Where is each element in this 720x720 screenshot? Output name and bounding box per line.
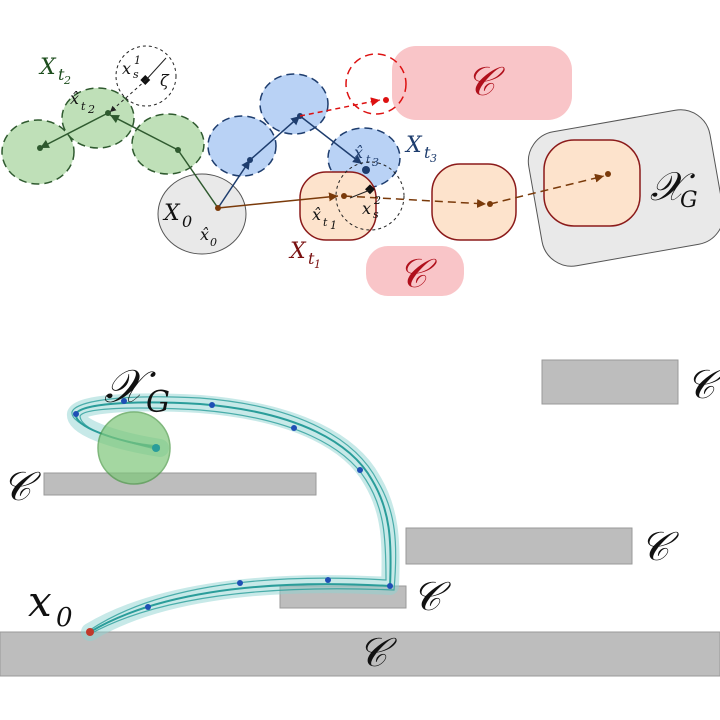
sample-edge-1 — [109, 79, 147, 113]
start-label-bottom-sub: 0 — [56, 603, 73, 633]
sample-edge-2 — [349, 189, 371, 199]
orange-set-label: X — [288, 239, 307, 264]
zeta-label: ζ — [160, 71, 170, 90]
orange-set-label-sub: t — [308, 249, 315, 268]
sample-label-2-sub: s — [373, 208, 379, 221]
obstacle-label-step: 𝒞 — [412, 574, 451, 620]
start-label-bottom: x — [28, 577, 52, 626]
blue-edge-1 — [217, 159, 251, 209]
start-point-bottom — [86, 628, 94, 636]
blue-set-label-sub: t — [424, 143, 431, 162]
top-diagram: 𝒞 𝒞 𝒳 G X 0 x̂ 0 x 1 s ζ X t 2 x — [1, 45, 720, 297]
green-set-label: X — [38, 55, 57, 80]
waypoint-7 — [209, 402, 215, 408]
blue-edge-2 — [249, 115, 301, 161]
rejected-node — [383, 97, 389, 103]
waypoint-9 — [73, 411, 79, 417]
start-set-label: X — [162, 201, 181, 226]
start-point-label-sub: 0 — [210, 236, 217, 249]
sample-label-1-sup: 1 — [134, 54, 141, 67]
green-set-label-sub: t — [58, 65, 65, 84]
obstacle-mid-right — [405, 527, 633, 565]
sample-label-1-sub: s — [133, 68, 139, 81]
blue-point-label-subsub: 3 — [372, 156, 379, 169]
start-point-label: x̂ — [200, 225, 209, 244]
sample-label-2-sup: 2 — [373, 194, 381, 207]
orange-edge-3 — [489, 173, 605, 205]
green-node-1 — [175, 147, 181, 153]
orange-node-1 — [341, 193, 347, 199]
obstacle-floor — [0, 631, 720, 677]
orange-set-2 — [431, 163, 517, 241]
trajectory-path-2 — [79, 407, 387, 631]
goal-label-bottom-sub: G — [146, 385, 170, 420]
goal-label-sub: G — [680, 188, 698, 213]
blue-set-label: X — [404, 133, 423, 158]
green-edge-3 — [39, 112, 109, 149]
orange-point-label: x̂ — [312, 205, 321, 224]
waypoint-8 — [121, 398, 127, 404]
sample-ball-1 — [115, 45, 177, 107]
sample-ball-2 — [335, 161, 405, 231]
sample-label-1: x — [122, 59, 131, 78]
orange-point-label-subsub: 1 — [330, 219, 337, 232]
sample-point-2 — [365, 184, 375, 195]
bottom-diagram: 𝒞 𝒞 𝒞 𝒞 𝒞 𝒳 G x 0 — [0, 359, 720, 677]
green-edge-2 — [109, 114, 179, 151]
start-region — [157, 173, 247, 255]
obstacle-label-mid-right: 𝒞 — [640, 524, 679, 570]
goal-point — [152, 444, 160, 452]
waypoint-3 — [325, 577, 331, 583]
green-point-label-sub: t — [81, 100, 86, 113]
orange-edge-1 — [217, 192, 339, 209]
green-point-label-subsub: 2 — [87, 103, 95, 116]
trajectory-path-3 — [71, 396, 397, 635]
obstacle-top-right — [541, 359, 679, 405]
waypoint-4 — [387, 583, 393, 589]
zeta-radius — [145, 57, 167, 81]
waypoint-2 — [237, 580, 243, 586]
rejected-set — [345, 53, 407, 115]
blue-node-3 — [362, 166, 370, 174]
obstacle-label-left: 𝒞 — [2, 464, 41, 510]
green-set-1 — [1, 119, 75, 185]
orange-set-3 — [543, 139, 641, 227]
orange-edge-2 — [343, 195, 487, 208]
sample-label-2: x — [362, 199, 371, 218]
goal-disk — [97, 411, 171, 485]
blue-set-1 — [207, 115, 277, 177]
constraint-region-bottom — [366, 246, 464, 296]
blue-set-2 — [259, 73, 329, 135]
blue-edge-3 — [299, 115, 363, 165]
waypoint-5 — [357, 467, 363, 473]
start-point — [215, 205, 221, 211]
waypoint-1 — [145, 604, 151, 610]
waypoint-6 — [291, 425, 297, 431]
start-set-label-sub: 0 — [182, 212, 192, 231]
constraint-region-top — [392, 46, 572, 120]
green-set-3 — [131, 113, 205, 175]
green-set-label-subsub: 2 — [63, 74, 71, 87]
green-node-3 — [37, 145, 43, 151]
green-point-label: x̂ — [70, 89, 79, 108]
green-edge-1 — [177, 149, 219, 209]
orange-node-3 — [605, 171, 611, 177]
orange-point-label-sub: t — [323, 216, 328, 229]
obstacle-left — [43, 472, 317, 496]
green-node-2 — [105, 110, 111, 116]
orange-set-label-subsub: 1 — [314, 258, 321, 271]
blue-set-label-subsub: 3 — [430, 152, 437, 165]
blue-node-1 — [247, 157, 253, 163]
orange-node-2 — [487, 201, 493, 207]
obstacle-label-top-right: 𝒞 — [686, 362, 720, 408]
blue-point-label: x̂ — [354, 143, 363, 162]
blue-point-label-sub: t — [366, 153, 371, 166]
rejected-edge — [299, 97, 381, 117]
